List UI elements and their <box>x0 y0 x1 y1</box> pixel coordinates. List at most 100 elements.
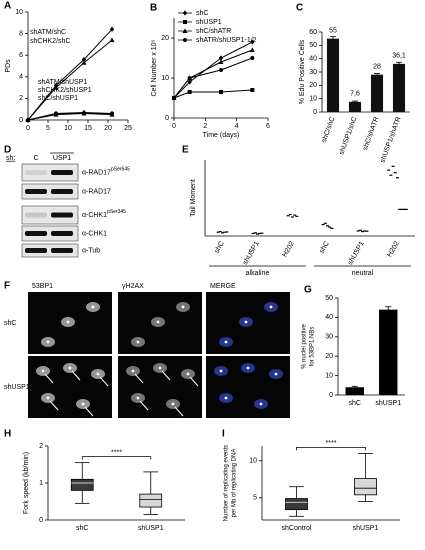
point <box>256 233 259 235</box>
focus <box>46 340 50 344</box>
y-axis-label: Fork speed (kb/min) <box>23 452 30 514</box>
focus <box>131 369 135 373</box>
point <box>293 214 297 216</box>
y-tick-label: 0 <box>165 115 169 122</box>
blot-band <box>25 212 47 218</box>
y-tick-label: 0 <box>19 117 23 124</box>
blot-band <box>51 170 73 175</box>
channel-label: γH2AX <box>122 283 144 290</box>
y-tick-label: 0 <box>313 109 317 116</box>
blot-band <box>51 248 73 253</box>
point <box>393 172 397 174</box>
focus <box>136 396 140 400</box>
box <box>139 493 163 508</box>
row-label: α-Tub <box>82 247 100 254</box>
x-tick-label: H202 <box>386 240 400 258</box>
x-tick-label: shUSP1 <box>347 240 366 266</box>
significance-bracket <box>81 456 152 460</box>
row-sup: pSer345 <box>107 209 126 215</box>
focus <box>274 372 278 376</box>
arrow <box>174 406 184 417</box>
arrow <box>49 400 59 411</box>
point <box>253 232 257 234</box>
row-label: α-CHK1 <box>82 230 107 237</box>
blot-band <box>25 231 47 236</box>
value-label: 28 <box>373 64 381 71</box>
x-tick-label: shUSP1 <box>375 400 401 407</box>
focus <box>136 340 140 344</box>
point <box>389 174 393 176</box>
y-axis-label: Cell Number x 10⁵ <box>151 39 158 96</box>
group-label: neutral <box>352 270 374 277</box>
x-tick-label: shC <box>76 525 88 532</box>
x-tick-label: H202 <box>281 240 295 258</box>
bar <box>326 38 340 112</box>
arrow <box>99 376 109 387</box>
y-tick-label: 50 <box>325 295 333 302</box>
row-label: α-CHK1pSer345 <box>82 209 126 219</box>
point <box>330 227 334 229</box>
marker <box>54 111 58 116</box>
x-tick-label: 2 <box>203 123 207 130</box>
panel-letter: G <box>304 285 312 296</box>
row-name: α-CHK1 <box>82 230 107 237</box>
series-line <box>173 41 253 99</box>
x-tick-label: shUSP1/shC <box>338 116 358 156</box>
point <box>365 230 369 232</box>
focus <box>46 396 50 400</box>
x-tick-label: shUSP1 <box>242 240 261 266</box>
series-label: shC/shUSP1 <box>38 95 78 102</box>
point <box>387 169 391 171</box>
blot-band <box>51 212 73 218</box>
point <box>361 230 364 233</box>
series-line <box>173 89 253 99</box>
row-name: α-RAD17 <box>82 188 111 195</box>
blot-band <box>25 248 47 253</box>
focus <box>246 366 250 370</box>
group-label: alkaline <box>246 270 270 277</box>
y-axis-label: % Edu Positive Cells <box>299 39 306 104</box>
marker <box>250 56 255 60</box>
x-tick-label: 6 <box>266 123 270 130</box>
y-tick-label: 20 <box>309 82 317 89</box>
series-line <box>27 39 113 121</box>
blot-strip <box>21 225 79 242</box>
y-tick-label: 40 <box>325 314 333 321</box>
y-axis-label: for 53BP1 NBs <box>310 327 316 367</box>
marker <box>81 60 87 65</box>
focus <box>186 372 190 376</box>
x-tick-label: shC/shATR <box>362 116 381 152</box>
panel-letter: C <box>296 3 303 14</box>
point <box>404 208 408 210</box>
marker <box>219 90 223 94</box>
marker <box>187 90 192 94</box>
bar <box>348 101 362 112</box>
bar <box>370 74 384 112</box>
y-tick-label: 0 <box>39 517 43 524</box>
x-tick-label: 0 <box>172 123 176 130</box>
y-tick-label: 10 <box>309 96 317 103</box>
arrow <box>161 370 171 381</box>
panel-letter: D <box>4 145 11 156</box>
box <box>70 478 94 491</box>
focus <box>224 396 228 400</box>
x-tick-label: shC/shC <box>321 116 337 144</box>
focus <box>181 305 185 309</box>
point <box>391 165 395 167</box>
x-tick-label: shC <box>214 240 226 254</box>
significance-bracket <box>296 447 366 451</box>
point <box>321 224 325 226</box>
y-tick-label: 0 <box>329 392 333 399</box>
significance-label: **** <box>111 449 122 456</box>
row-label: α-RAD17pSer645 <box>82 167 130 177</box>
focus <box>269 305 273 309</box>
row-sup: pSer645 <box>111 167 130 173</box>
lane-label: USP1 <box>53 155 71 162</box>
point <box>260 232 264 234</box>
marker <box>82 111 86 116</box>
y-tick-label: 1 <box>39 480 43 487</box>
y-tick-label: 20 <box>161 35 169 42</box>
y-tick-label: 10 <box>325 372 333 379</box>
series-line <box>27 113 112 121</box>
